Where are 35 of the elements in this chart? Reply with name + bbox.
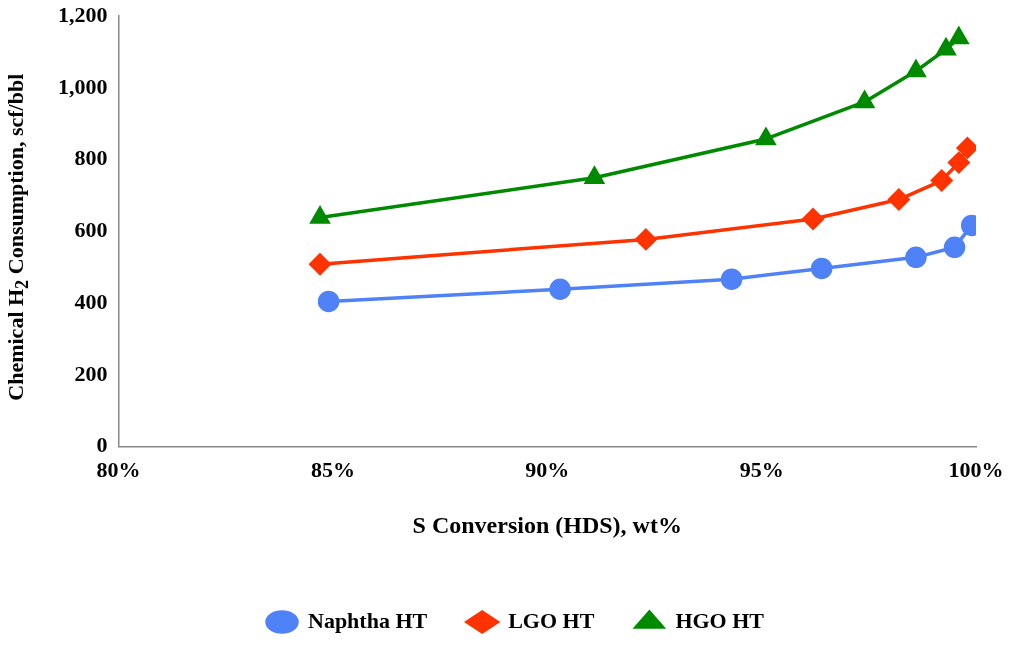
x-tick-label: 80%: [96, 456, 141, 482]
y-tick-label: 800: [74, 145, 108, 171]
point: [802, 208, 824, 230]
legend-label: Naphtha HT: [307, 607, 428, 633]
y-tick-label: 200: [74, 360, 108, 386]
x-tick-label: 85%: [310, 456, 355, 482]
point: [949, 27, 969, 45]
y-tick-label: 400: [74, 288, 108, 314]
y-tick-label: 600: [74, 217, 108, 243]
point: [584, 166, 604, 184]
point: [854, 91, 875, 109]
point: [756, 128, 776, 146]
point: [948, 151, 970, 174]
x-tick-label: 90%: [525, 456, 570, 482]
x-tick-label: 95%: [739, 456, 784, 482]
legend-label: LGO HT: [508, 607, 595, 633]
point: [943, 236, 966, 259]
y-tick-label: 1,000: [58, 73, 108, 99]
point: [810, 257, 833, 280]
point: [549, 278, 571, 301]
point: [906, 60, 926, 78]
point: [309, 253, 331, 275]
y-tick-label: 1,200: [58, 1, 108, 27]
legend-label: HGO HT: [675, 607, 765, 633]
point: [635, 228, 657, 251]
point: [930, 169, 953, 192]
y-tick-label: 0: [96, 432, 108, 458]
point: [905, 246, 927, 269]
x-tick-label: 100%: [948, 456, 1004, 482]
point: [956, 137, 976, 159]
point: [317, 290, 340, 313]
point: [888, 188, 910, 211]
point: [936, 38, 956, 56]
x-axis-title: S Conversion (HDS), wt%: [412, 511, 682, 538]
point: [720, 268, 743, 290]
